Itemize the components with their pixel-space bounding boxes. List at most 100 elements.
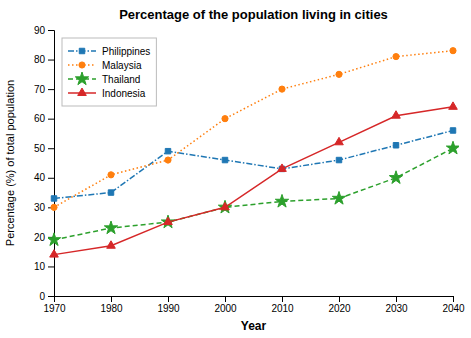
point (50, 250, 59, 257)
legend-marker (79, 48, 84, 53)
y-tick: 80 (34, 54, 54, 65)
series-line (54, 51, 453, 208)
point (218, 200, 231, 213)
x-tick-label: 2020 (328, 303, 351, 314)
x-tick: 1980 (100, 296, 123, 314)
legend-label: Malaysia (102, 60, 142, 71)
y-tick: 40 (34, 172, 54, 183)
point (332, 191, 345, 204)
point (450, 128, 455, 133)
y-tick-label: 20 (34, 232, 46, 243)
x-tick-mark (168, 296, 169, 302)
point (104, 221, 117, 234)
y-tick-label: 50 (34, 143, 46, 154)
point (336, 71, 342, 77)
x-axis-title: Year (241, 319, 267, 333)
point (51, 204, 57, 210)
x-tick: 1970 (43, 296, 66, 314)
point (446, 141, 459, 154)
series-line (54, 148, 453, 240)
legend-entry: Malaysia (68, 60, 142, 71)
marks (48, 48, 459, 258)
x-tick-label: 2030 (385, 303, 408, 314)
point (336, 157, 341, 162)
point (279, 86, 285, 92)
point (165, 148, 170, 153)
y-tick: 50 (34, 143, 54, 154)
y-tick-label: 40 (34, 172, 46, 183)
y-tick-mark (48, 296, 54, 297)
y-tick-label: 70 (34, 84, 46, 95)
x-tick-label: 1970 (43, 303, 66, 314)
y-tick: 60 (34, 113, 54, 124)
x-tick-mark (225, 296, 226, 302)
x-tick: 2000 (214, 296, 237, 314)
x-tick-label: 1990 (157, 303, 180, 314)
legend-marker (79, 62, 85, 68)
x-tick: 2020 (328, 296, 351, 314)
legend-entry: Philippines (68, 46, 150, 57)
point (222, 157, 227, 162)
y-tick-mark (48, 266, 54, 267)
series-line (54, 107, 453, 255)
y-tick: 90 (34, 25, 54, 36)
y-tick-mark (48, 30, 54, 31)
title: Percentage of the population living in c… (119, 7, 388, 22)
point (164, 217, 173, 224)
x-tick: 2010 (271, 296, 294, 314)
legend-entry: Indonesia (68, 88, 146, 99)
point (389, 171, 402, 184)
legend-label: Thailand (102, 74, 140, 85)
y-tick-mark (48, 178, 54, 179)
point (278, 164, 287, 171)
x-tick-mark (453, 296, 454, 302)
y-tick-label: 10 (34, 261, 46, 272)
legend-entry: Thailand (68, 72, 140, 85)
legend: Philippines Malaysia Thailand Indonesia (62, 38, 156, 106)
x-axis-line (55, 297, 454, 303)
chart: 1970198019902000201020202030204001020304… (0, 0, 471, 338)
y-tick-label: 30 (34, 202, 46, 213)
x-tick-label: 2010 (271, 303, 294, 314)
y-tick-label: 80 (34, 54, 46, 65)
point (107, 241, 116, 248)
point (48, 233, 61, 246)
y-tick-label: 90 (34, 25, 46, 36)
legend-label: Philippines (102, 46, 150, 57)
y-tick-mark (48, 148, 54, 149)
x-tick-mark (396, 296, 397, 302)
y-tick: 0 (39, 291, 54, 302)
y-tick-mark (48, 119, 54, 120)
point (275, 194, 288, 207)
y-tick-mark (48, 89, 54, 90)
point (108, 190, 113, 195)
y-tick-label: 60 (34, 113, 46, 124)
x-tick: 2040 (442, 296, 465, 314)
legend-marker (75, 72, 88, 85)
x-tick: 1990 (157, 296, 180, 314)
y-axis-title: Percentage (%) of total population (4, 80, 16, 246)
point (165, 157, 171, 163)
point (51, 196, 56, 201)
point (392, 111, 401, 118)
x-tick: 2030 (385, 296, 408, 314)
x-tick-mark (339, 296, 340, 302)
legend-frame (62, 38, 156, 106)
y-axis: 0 10 20 30 40 50 60 70 80 90 (34, 25, 55, 302)
point (449, 102, 458, 109)
x-tick-label: 2040 (442, 303, 465, 314)
y-tick-mark (48, 60, 54, 61)
point (393, 143, 398, 148)
x-tick-mark (282, 296, 283, 302)
legend-marker (78, 88, 87, 95)
point (450, 48, 456, 54)
point (221, 202, 230, 209)
x-tick-mark (111, 296, 112, 302)
y-tick: 70 (34, 84, 54, 95)
x-tick-label: 2000 (214, 303, 237, 314)
point (222, 116, 228, 122)
x-tick-label: 1980 (100, 303, 123, 314)
y-tick: 10 (34, 261, 54, 272)
point (393, 54, 399, 60)
legend-label: Indonesia (102, 88, 146, 99)
